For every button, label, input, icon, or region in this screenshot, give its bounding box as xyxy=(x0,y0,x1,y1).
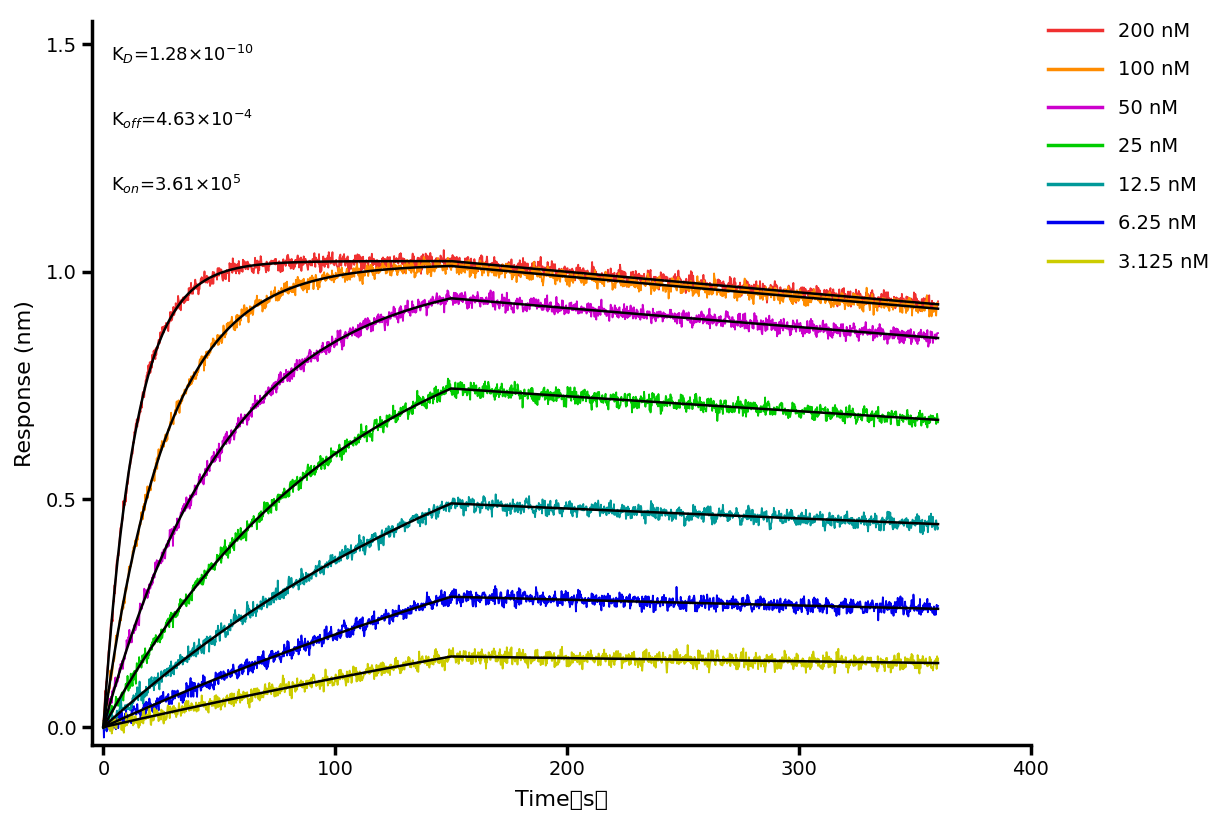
6.25 nM xyxy=(118,715,133,725)
3.125 nM xyxy=(363,667,378,676)
6.25 nM xyxy=(363,619,378,629)
12.5 nM xyxy=(718,509,733,519)
Line: 3.125 nM: 3.125 nM xyxy=(103,645,938,733)
100 nM xyxy=(198,346,213,356)
200 nM xyxy=(118,491,133,501)
50 nM xyxy=(440,285,455,295)
12.5 nM xyxy=(930,522,945,532)
Line: 25 nM: 25 nM xyxy=(103,379,938,729)
12.5 nM xyxy=(97,725,112,735)
50 nM xyxy=(118,648,133,658)
12.5 nM xyxy=(363,541,378,551)
100 nM xyxy=(930,300,945,310)
Y-axis label: Response (nm): Response (nm) xyxy=(15,300,34,467)
Line: 50 nM: 50 nM xyxy=(103,290,938,728)
3.125 nM xyxy=(105,728,120,738)
6.25 nM xyxy=(718,603,733,613)
Text: K$_{off}$=4.63×10$^{-4}$: K$_{off}$=4.63×10$^{-4}$ xyxy=(111,108,253,131)
100 nM xyxy=(416,252,431,262)
50 nM xyxy=(363,327,378,337)
3.125 nM xyxy=(118,721,133,731)
50 nM xyxy=(371,309,386,319)
200 nM xyxy=(96,716,111,726)
3.125 nM xyxy=(200,701,214,711)
200 nM xyxy=(436,245,451,255)
12.5 nM xyxy=(200,632,214,642)
200 nM xyxy=(363,256,378,266)
50 nM xyxy=(474,297,489,307)
6.25 nM xyxy=(200,682,214,692)
200 nM xyxy=(371,258,386,268)
50 nM xyxy=(718,309,733,318)
12.5 nM xyxy=(473,502,488,512)
100 nM xyxy=(363,260,378,270)
12.5 nM xyxy=(96,724,111,733)
25 nM xyxy=(930,417,945,427)
25 nM xyxy=(718,395,733,405)
25 nM xyxy=(200,571,214,581)
X-axis label: Time（s）: Time（s） xyxy=(515,790,607,810)
3.125 nM xyxy=(371,668,386,678)
200 nM xyxy=(198,275,213,285)
Text: K$_D$=1.28×10$^{-10}$: K$_D$=1.28×10$^{-10}$ xyxy=(111,43,253,66)
Line: 6.25 nM: 6.25 nM xyxy=(103,586,938,738)
100 nM xyxy=(118,591,133,601)
6.25 nM xyxy=(96,716,111,726)
200 nM xyxy=(718,288,733,298)
100 nM xyxy=(718,285,733,295)
6.25 nM xyxy=(930,601,945,610)
Legend: 200 nM, 100 nM, 50 nM, 25 nM, 12.5 nM, 6.25 nM, 3.125 nM: 200 nM, 100 nM, 50 nM, 25 nM, 12.5 nM, 6… xyxy=(1040,14,1217,280)
12.5 nM xyxy=(488,489,503,499)
25 nM xyxy=(118,679,133,689)
3.125 nM xyxy=(930,653,945,663)
25 nM xyxy=(96,719,111,728)
25 nM xyxy=(474,385,489,395)
50 nM xyxy=(200,470,214,480)
25 nM xyxy=(371,419,386,429)
200 nM xyxy=(473,254,488,264)
3.125 nM xyxy=(680,640,695,650)
3.125 nM xyxy=(473,647,488,657)
100 nM xyxy=(473,265,488,275)
Text: K$_{on}$=3.61×10$^{5}$: K$_{on}$=3.61×10$^{5}$ xyxy=(111,173,241,196)
3.125 nM xyxy=(718,654,733,664)
25 nM xyxy=(96,724,111,734)
12.5 nM xyxy=(118,702,133,712)
Line: 100 nM: 100 nM xyxy=(103,257,938,724)
12.5 nM xyxy=(371,540,386,550)
25 nM xyxy=(363,432,378,442)
6.25 nM xyxy=(371,612,386,622)
6.25 nM xyxy=(473,594,488,604)
50 nM xyxy=(97,723,112,733)
100 nM xyxy=(96,719,111,729)
100 nM xyxy=(371,267,386,277)
3.125 nM xyxy=(96,716,111,726)
6.25 nM xyxy=(96,733,111,742)
Line: 12.5 nM: 12.5 nM xyxy=(103,494,938,730)
200 nM xyxy=(930,296,945,306)
50 nM xyxy=(930,328,945,338)
25 nM xyxy=(441,374,456,384)
50 nM xyxy=(96,721,111,731)
Line: 200 nM: 200 nM xyxy=(103,250,938,721)
6.25 nM xyxy=(488,581,503,591)
